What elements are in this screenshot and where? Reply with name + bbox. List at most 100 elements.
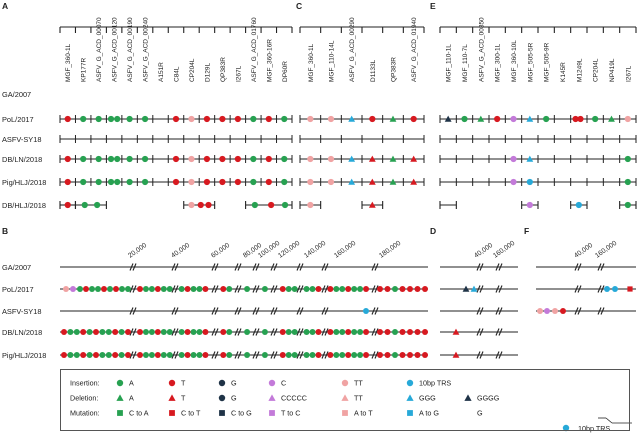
legend-item-text: CCCCC [281,394,307,403]
genome-break [273,285,278,293]
gene-label: MGF_360-10L [511,40,518,82]
genome-break [371,328,376,336]
variant-marker [281,115,288,123]
genome-variant-marker [377,352,383,358]
genome-break [132,307,137,315]
genome-variant-marker [73,352,80,358]
legend-item-text: C [281,379,286,388]
genome-variant-marker [113,286,119,292]
variant-marker [114,178,121,186]
genome-break [296,351,301,359]
genome-break [577,307,582,315]
genome-break [597,285,602,293]
genome-break [132,285,137,293]
genome-break [270,263,275,271]
genome-break [374,285,379,293]
genome-variant-marker [178,352,185,358]
legend-item-text: GGGG [477,394,500,403]
genome-variant-marker [202,352,209,358]
variant-marker [510,178,517,186]
genome-variant-marker [422,352,428,358]
genome-variant-marker [560,308,566,314]
variant-marker [251,201,258,209]
genome-variant-marker [99,329,106,335]
gene-label: ASFV_G_ACD_00290 [349,17,356,82]
variant-marker [348,115,356,122]
genome-variant-marker [291,352,298,358]
genome-variant-marker [196,329,203,335]
variant-marker [64,115,71,123]
genome-variant-marker [160,329,167,335]
genome-variant-marker [285,352,292,358]
genome-break [299,263,304,271]
genome-variant-marker [399,286,406,292]
genome-variant-marker [363,286,370,292]
legend-square-icon [269,410,275,416]
legend-circle-icon [116,379,124,387]
strain-label-bottom: PoL/2017 [2,285,34,294]
genome-break [214,285,219,293]
genome-variant-marker [291,329,298,335]
genome-variant-marker [339,286,346,292]
genome-break [211,263,216,271]
variant-marker [172,178,180,186]
variant-marker [307,178,314,186]
variant-marker [234,155,241,163]
gene-label: MGF_360-1L [308,43,315,82]
strain-label-bottom: ASFV-SY18 [2,307,41,316]
genome-break [597,307,602,315]
genome-break [321,285,326,293]
genome-variant-marker [544,308,550,314]
genome-variant-marker [154,286,161,292]
genome-variant-marker [61,352,67,358]
variant-marker [114,115,121,123]
genome-break [476,307,481,315]
variant-marker [327,115,335,123]
variant-marker [219,155,226,163]
legend-item-text: A to T [354,409,373,418]
variant-marker [205,201,212,209]
variant-marker [281,155,288,163]
genome-variant-marker [99,352,106,358]
strain-label-top: GA/2007 [2,90,31,99]
genome-variant-marker [226,286,233,292]
genome-break [237,351,242,359]
legend-item-text: C to G [231,409,252,418]
genome-variant-marker [80,352,87,358]
genome-tick-label: 160,000 [333,240,357,260]
genome-variant-marker [101,286,107,292]
legend-item-text: A to G [419,409,439,418]
variant-marker [265,115,272,123]
variant-marker [624,115,631,123]
genome-variant-marker [285,286,292,292]
genome-variant-marker [315,352,322,358]
genome-tick-label: 120,000 [277,240,301,260]
variant-marker [64,201,71,209]
variant-marker [107,115,115,123]
genome-break [324,328,329,336]
legend-item-text: A [129,379,134,388]
variant-marker [307,201,314,209]
genome-variant-marker [303,352,310,358]
variant-marker [188,115,195,123]
genome-variant-marker [392,352,398,358]
legend-overflow-line [605,417,613,424]
variant-marker [577,115,584,123]
variant-marker [281,201,289,209]
legend-square-icon [407,410,413,416]
genome-variant-marker [89,286,95,292]
gene-label: A151R [158,62,165,82]
genome-variant-marker [160,286,167,292]
genome-variant-marker [202,329,209,335]
gene-label: CP204L [593,58,600,82]
genome-variant-marker [95,286,101,292]
genome-break [234,307,239,315]
variant-marker [203,115,211,123]
genome-tick-label: 60,000 [210,242,231,260]
genome-variant-marker [309,286,316,292]
genome-break [234,351,239,359]
genome-break [211,351,216,359]
legend-circle-icon [218,394,226,402]
legend-box [60,369,630,431]
variant-marker [64,178,71,186]
